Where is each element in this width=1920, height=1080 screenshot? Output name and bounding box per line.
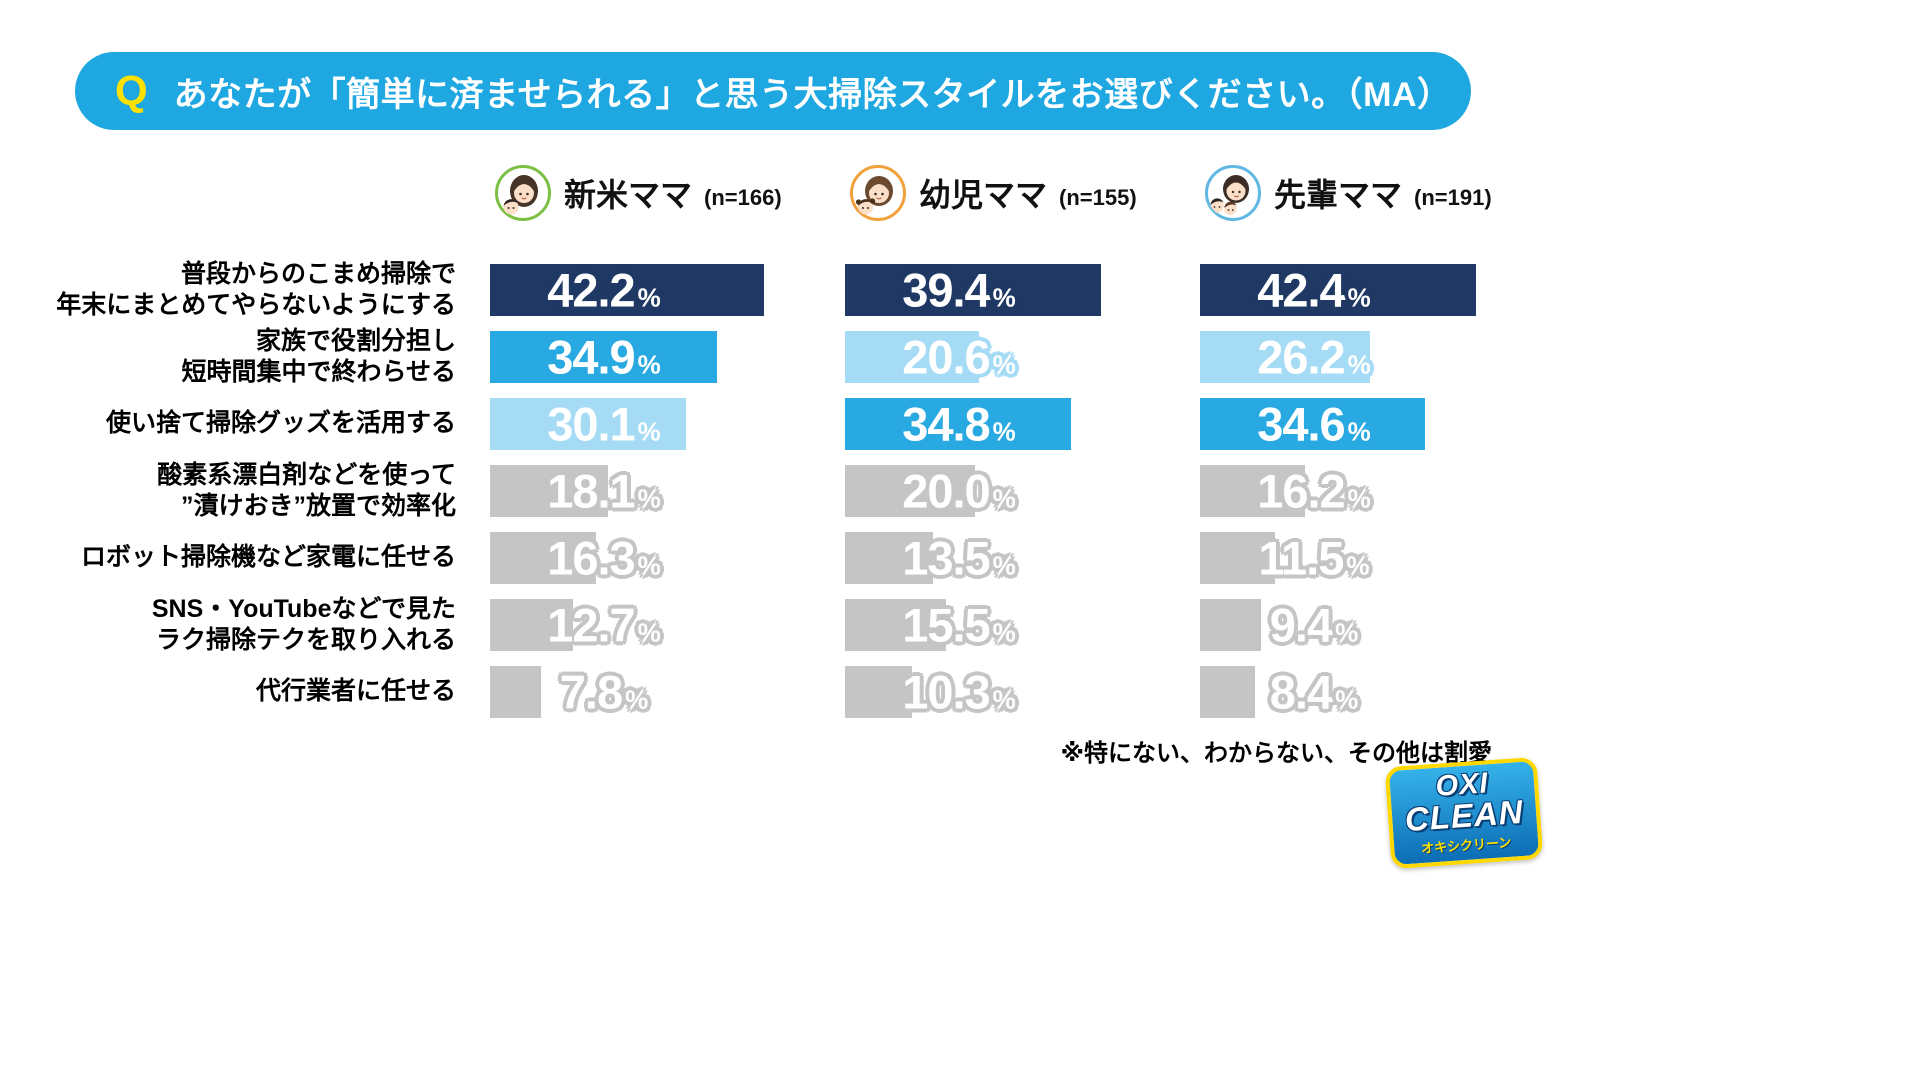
value-label: 34.6% [1257, 397, 1371, 450]
value-label: 39.4% [902, 263, 1016, 316]
value-bar: 42.4% [1200, 263, 1476, 316]
bar-cell: 16.3% [490, 531, 845, 584]
group-sample-size: (n=155) [1059, 185, 1137, 210]
bar-cell: 11.5% [1200, 531, 1555, 584]
logo-text-clean: CLEAN [1403, 792, 1525, 838]
value-label: 12.7% [547, 598, 661, 651]
value-label: 18.1% [547, 464, 661, 517]
bar-cell: 42.4% [1200, 263, 1555, 316]
value-bar: 26.2% [1200, 330, 1371, 383]
value-label: 13.5% [902, 531, 1016, 584]
mom-avatar-icon [1204, 164, 1262, 222]
value-bar: 20.0% [845, 464, 1016, 517]
value-label: 16.3% [547, 531, 661, 584]
bar-cell: 12.7% [490, 598, 845, 651]
value-label: 16.2% [1257, 464, 1371, 517]
bar-cell: 15.5% [845, 598, 1200, 651]
group-name: 新米ママ [564, 177, 693, 213]
bar-cell: 7.8% [490, 665, 845, 718]
value-bar: 9.4% [1200, 598, 1358, 651]
mom-avatar-icon [849, 164, 907, 222]
bar-cell: 34.8% [845, 397, 1200, 450]
value-label: 9.4% [1269, 598, 1359, 651]
value-label: 11.5% [1258, 531, 1370, 584]
category-label: 使い捨て掃除グッズを活用する [105, 409, 456, 438]
group-name: 先輩ママ [1274, 177, 1403, 213]
bar-cell: 16.2% [1200, 464, 1555, 517]
value-bar: 20.6% [845, 330, 1016, 383]
bar-chart: 普段からのこまめ掃除で 年末にまとめてやらないようにする 42.2% 39.4% 42.… [0, 256, 1920, 725]
value-bar: 15.5% [845, 598, 1016, 651]
group-header-senpai: 先輩ママ (n=191) [1200, 164, 1555, 222]
chart-row: ロボット掃除機など家電に任せる 16.3% 13.5% 11.5% [0, 524, 1920, 591]
footnote: ※特にない、わからない、その他は割愛 [1060, 740, 1492, 767]
mom-avatar-icon [494, 164, 552, 222]
value-bar: 10.3% [845, 665, 1016, 718]
value-label: 42.4% [1257, 263, 1371, 316]
bar-cell: 20.0% [845, 464, 1200, 517]
group-headers: 新米ママ (n=166) [0, 158, 1920, 228]
value-label: 34.9% [547, 330, 661, 383]
value-label: 10.3% [902, 665, 1016, 718]
value-label: 26.2% [1257, 330, 1371, 383]
category-label: 酸素系漂白剤などを使って ”漬けおき”放置で効率化 [157, 461, 456, 520]
chart-row: 使い捨て掃除グッズを活用する 30.1% 34.8% 34.6% [0, 390, 1920, 457]
value-bar: 30.1% [490, 397, 686, 450]
bar-cell: 42.2% [490, 263, 845, 316]
category-label: ロボット掃除機など家電に任せる [80, 543, 456, 572]
value-bar: 13.5% [845, 531, 1016, 584]
question-text: あなたが「簡単に済ませられる」と思う大掃除スタイルをお選びください。（MA） [173, 75, 1452, 114]
value-label: 20.6% [902, 330, 1016, 383]
value-label: 30.1% [547, 397, 661, 450]
group-header-shinmai: 新米ママ (n=166) [490, 164, 845, 222]
value-bar: 16.2% [1200, 464, 1371, 517]
oxiclean-logo: OXI CLEAN オキシクリーン [1384, 756, 1544, 870]
value-label: 34.8% [902, 397, 1016, 450]
bar-cell: 20.6% [845, 330, 1200, 383]
chart-row: 代行業者に任せる 7.8% 10.3% 8.4% [0, 658, 1920, 725]
value-bar: 34.8% [845, 397, 1072, 450]
question-q-mark: Q [115, 67, 148, 114]
bar-cell: 10.3% [845, 665, 1200, 718]
bar-cell: 18.1% [490, 464, 845, 517]
oxiclean-logo-box: OXI CLEAN オキシクリーン [1384, 756, 1544, 870]
value-bar: 16.3% [490, 531, 661, 584]
bar-cell: 34.6% [1200, 397, 1555, 450]
bar-cell: 8.4% [1200, 665, 1555, 718]
chart-row: SNS・YouTubeなどで見た ラク掃除テクを取り入れる 12.7% 15.5% 9.… [0, 591, 1920, 658]
value-bar: 7.8% [490, 665, 648, 718]
bar-cell: 30.1% [490, 397, 845, 450]
value-bar: 34.9% [490, 330, 717, 383]
bar-cell: 9.4% [1200, 598, 1555, 651]
chart-row: 酸素系漂白剤などを使って ”漬けおき”放置で効率化 18.1% 20.0% 16.2% [0, 457, 1920, 524]
group-sample-size: (n=191) [1414, 185, 1492, 210]
bar-cell: 39.4% [845, 263, 1200, 316]
value-label: 8.4% [1269, 665, 1359, 718]
value-label: 15.5% [902, 598, 1016, 651]
category-label: SNS・YouTubeなどで見た ラク掃除テクを取り入れる [151, 595, 456, 654]
chart-row: 家族で役割分担し 短時間集中で終わらせる 34.9% 20.6% 26.2% [0, 323, 1920, 390]
value-bar: 8.4% [1200, 665, 1358, 718]
chart-row: 普段からのこまめ掃除で 年末にまとめてやらないようにする 42.2% 39.4% 42.… [0, 256, 1920, 323]
value-label: 20.0% [902, 464, 1016, 517]
value-bar: 11.5% [1200, 531, 1370, 584]
bar-cell: 13.5% [845, 531, 1200, 584]
value-bar: 34.6% [1200, 397, 1425, 450]
value-bar: 12.7% [490, 598, 661, 651]
value-bar: 42.2% [490, 263, 765, 316]
category-label: 家族で役割分担し 短時間集中で終わらせる [181, 327, 456, 386]
group-sample-size: (n=166) [704, 185, 782, 210]
value-label: 42.2% [547, 263, 661, 316]
category-label: 代行業者に任せる [255, 677, 456, 706]
category-label: 普段からのこまめ掃除で 年末にまとめてやらないようにする [56, 260, 456, 319]
question-banner: Q あなたが「簡単に済ませられる」と思う大掃除スタイルをお選びください。（MA） [75, 52, 1471, 130]
value-label: 7.8% [559, 665, 649, 718]
value-bar: 18.1% [490, 464, 661, 517]
group-header-youji: 幼児ママ (n=155) [845, 164, 1200, 222]
group-name: 幼児ママ [919, 177, 1048, 213]
bar-cell: 34.9% [490, 330, 845, 383]
bar-cell: 26.2% [1200, 330, 1555, 383]
value-bar: 39.4% [845, 263, 1102, 316]
